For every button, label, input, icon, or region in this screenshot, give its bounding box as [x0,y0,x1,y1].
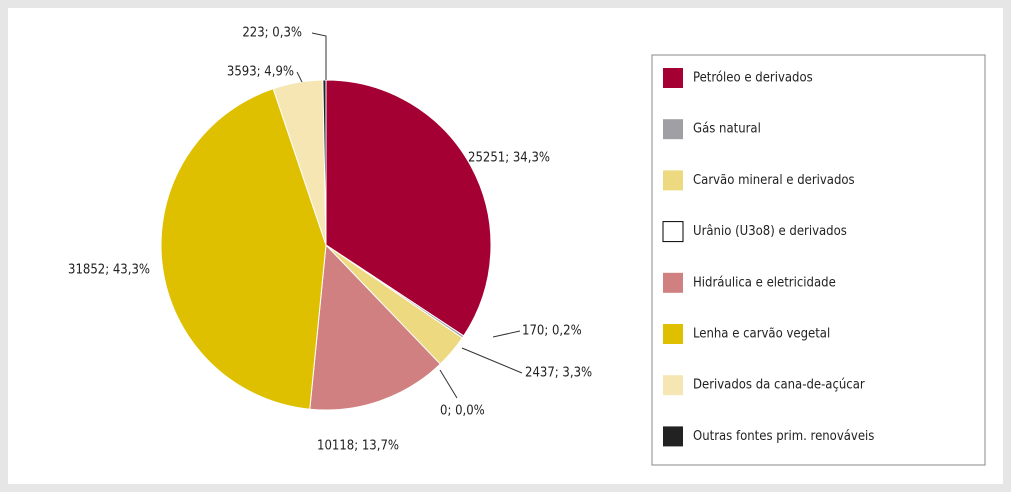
legend-label: Lenha e carvão vegetal [693,327,830,342]
data-label: 2437; 3,3% [525,366,592,381]
leader-line [492,330,521,338]
pie-slice [309,243,441,411]
data-label: 3593; 4,9% [227,65,294,80]
leader-line [439,369,458,399]
legend-swatch [662,221,684,243]
legend-label: Carvão mineral e derivados [693,173,855,188]
leader-line [311,32,327,80]
legend-swatch [663,375,683,396]
legend-swatch [663,272,683,293]
legend-swatch [663,119,683,140]
data-label: 223; 0,3% [242,26,302,41]
legend-label: Hidráulica e eletricidade [693,275,836,290]
legend-swatch [663,68,683,88]
legend-swatch [663,170,683,191]
legend-label: Gás natural [693,122,761,137]
leader-line [296,71,303,83]
leader-line [461,347,523,374]
data-label: 170; 0,2% [522,324,582,339]
legend-swatch [663,426,683,447]
legend-label: Petróleo e derivados [693,71,813,86]
legend-box [651,54,986,466]
data-label: 10118; 13,7% [317,439,399,454]
legend-swatch [663,324,683,344]
pie-slice [160,88,327,410]
data-label: 25251; 34,3% [468,151,550,166]
data-label: 0; 0,0% [440,404,485,419]
legend-label: Outras fontes prim. renováveis [693,429,874,444]
legend-label: Derivados da cana-de-açúcar [693,378,865,393]
legend-label: Urânio (U3o8) e derivados [693,224,847,239]
data-label: 31852; 43,3% [68,263,150,278]
